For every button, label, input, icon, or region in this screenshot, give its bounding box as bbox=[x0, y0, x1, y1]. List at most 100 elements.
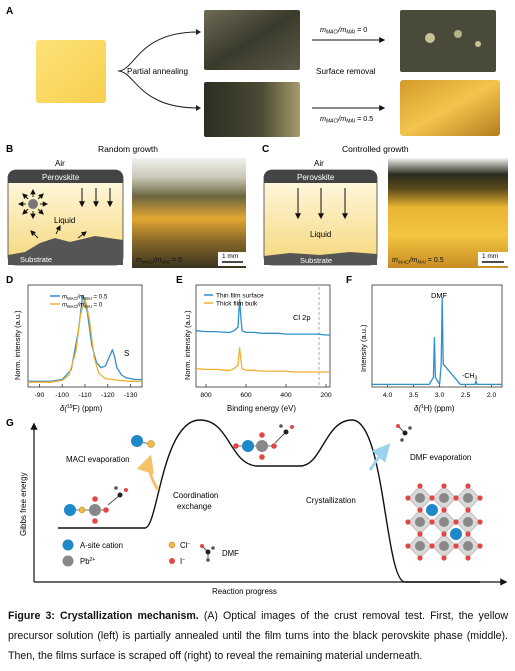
photo-b bbox=[132, 158, 246, 268]
plot-d-series bbox=[28, 294, 142, 383]
intermediate-complex-icon bbox=[233, 424, 294, 460]
substrate-growth-arrows bbox=[30, 225, 87, 239]
series-line-e-2 bbox=[195, 347, 330, 373]
branch-arrowheads bbox=[196, 29, 201, 111]
i-atom bbox=[453, 495, 459, 501]
i-atom bbox=[429, 519, 435, 525]
panel-f: F Intensity (a.u.) 4.0 3.5 3.0 2.5 2.0 DMF -… bbox=[346, 275, 503, 413]
caption-text: (A) Optical images of the crust removal … bbox=[8, 610, 508, 662]
perovskite-label-c: Perovskite bbox=[297, 173, 335, 182]
panel-b-air: Air bbox=[55, 159, 65, 168]
crystallization-label: Crystallization bbox=[306, 496, 356, 505]
i-atom bbox=[465, 555, 471, 561]
i-atom bbox=[465, 483, 471, 489]
plot-d-xlabel: δ(19F) (ppm) bbox=[60, 404, 103, 413]
photo-c bbox=[388, 158, 508, 268]
pb-atom bbox=[463, 517, 473, 527]
plot-f-ylabel: Intensity (a.u.) bbox=[359, 324, 368, 372]
down-arrows-c bbox=[295, 188, 348, 220]
a-site-atom bbox=[426, 504, 438, 516]
legend-d-item-1: mMACl/mMAI = 0.5 bbox=[62, 294, 108, 301]
perovskite-label-b: Perovskite bbox=[42, 173, 80, 182]
tick-label: 400 bbox=[280, 392, 292, 399]
plot-f-ticks: 4.0 3.5 3.0 2.5 2.0 bbox=[383, 384, 497, 399]
substrate-c bbox=[264, 252, 377, 265]
i-atom bbox=[405, 543, 411, 549]
i-atom bbox=[441, 531, 447, 537]
i-atom bbox=[477, 519, 483, 525]
i-atom bbox=[465, 531, 471, 537]
tick-label: 3.0 bbox=[435, 392, 445, 399]
cl2p-label: Cl 2p bbox=[293, 313, 311, 322]
legend-e-item-2: Thick film bulk bbox=[216, 301, 258, 308]
panel-e: E Norm. intensity (a.u.) 800 600 400 200 Cl… bbox=[176, 275, 332, 413]
evaporating-dmf-icon bbox=[396, 424, 412, 442]
tick-label: 3.5 bbox=[409, 392, 419, 399]
pb-atom bbox=[439, 517, 449, 527]
scraped-spot bbox=[425, 33, 435, 43]
series-line-d-1 bbox=[28, 294, 142, 382]
pb-atom bbox=[415, 493, 425, 503]
g-xlabel: Reaction progress bbox=[212, 587, 277, 596]
caption-label: Figure 3: Crystallization mechanism. bbox=[8, 610, 199, 622]
legend-e-item-1: Thin film surface bbox=[216, 293, 264, 300]
plot-f-xlabel: δ(1H) (ppm) bbox=[414, 404, 455, 413]
i-atom bbox=[429, 543, 435, 549]
i-atom bbox=[441, 555, 447, 561]
panel-c-title: Controlled growth bbox=[342, 144, 409, 154]
tick-label: 2.0 bbox=[487, 392, 497, 399]
panel-f-letter: F bbox=[346, 275, 352, 286]
macl-evaporation-arrow bbox=[136, 454, 160, 491]
i-atom bbox=[477, 495, 483, 501]
scale-bar-c-label: 1 mm bbox=[482, 253, 498, 260]
pb-atom bbox=[439, 493, 449, 503]
tick-label: -100 bbox=[55, 392, 69, 399]
pb-atom bbox=[463, 541, 473, 551]
tick-label: 600 bbox=[240, 392, 252, 399]
i-atom bbox=[441, 483, 447, 489]
legend-cl-icon bbox=[168, 541, 176, 549]
perovskite-layer-c bbox=[264, 170, 377, 183]
liquid-label-c: Liquid bbox=[310, 230, 331, 239]
exchange-label: exchange bbox=[177, 502, 212, 511]
legend-pb-label: Pb2+ bbox=[80, 557, 95, 566]
energy-profile-curve bbox=[58, 419, 480, 583]
figure-3: A Partial annealing Surface removal mMAC… bbox=[6, 6, 508, 596]
tick-label: -110 bbox=[78, 392, 91, 399]
scale-bar-b-label: 1 mm bbox=[222, 253, 238, 260]
i-atom bbox=[453, 543, 459, 549]
i-atom bbox=[477, 543, 483, 549]
plot-e-series bbox=[195, 299, 330, 373]
plot-f-series bbox=[372, 297, 502, 386]
panel-d-letter: D bbox=[6, 275, 13, 286]
macl-evaporation-label: MACl evaporation bbox=[66, 455, 130, 464]
plot-d-ticks: -90 -100 -110 -120 -130 bbox=[34, 384, 138, 399]
tick-label: -90 bbox=[34, 392, 44, 399]
plot-f-frame bbox=[371, 284, 503, 388]
dmf-peak-label: DMF bbox=[431, 291, 448, 300]
photo-b-ratio: mMACl/mMAI = 0 bbox=[136, 257, 182, 266]
panel-c: C Controlled growth Air Perovskite Liqui… bbox=[262, 144, 508, 268]
dmf-evaporation-label: DMF evaporation bbox=[410, 453, 471, 462]
i-atom bbox=[465, 507, 471, 513]
photo-c-ratio: mMACl/mMAI = 0.5 bbox=[392, 257, 444, 266]
substrate-b bbox=[8, 236, 123, 265]
annealed-film-photo-bottom bbox=[204, 82, 300, 137]
plot-e-xlabel: Binding energy (eV) bbox=[227, 404, 296, 413]
i-atom bbox=[417, 507, 423, 513]
pb-atom bbox=[415, 517, 425, 527]
annealed-film-photo-top bbox=[204, 10, 300, 70]
panel-g-letter: G bbox=[6, 418, 14, 429]
panel-d: D Norm. intensity (a.u.) -90 -100 -110 -120… bbox=[6, 275, 143, 413]
figure-caption: Figure 3: Crystallization mechanism. (A)… bbox=[8, 606, 508, 666]
perovskite-layer-b bbox=[8, 170, 123, 183]
legend-dmf-label: DMF bbox=[222, 549, 239, 558]
series-line-e-1 bbox=[195, 299, 330, 336]
panel-a-letter: A bbox=[6, 6, 13, 17]
radial-arrows bbox=[17, 188, 49, 220]
ratio-top-label: mMACl/mMAI = 0 bbox=[320, 25, 367, 36]
plot-e-ylabel: Norm. intensity (a.u.) bbox=[183, 310, 192, 380]
pb-atom bbox=[439, 541, 449, 551]
nucleus-icon bbox=[28, 199, 38, 209]
legend-i-label: I− bbox=[180, 557, 185, 566]
